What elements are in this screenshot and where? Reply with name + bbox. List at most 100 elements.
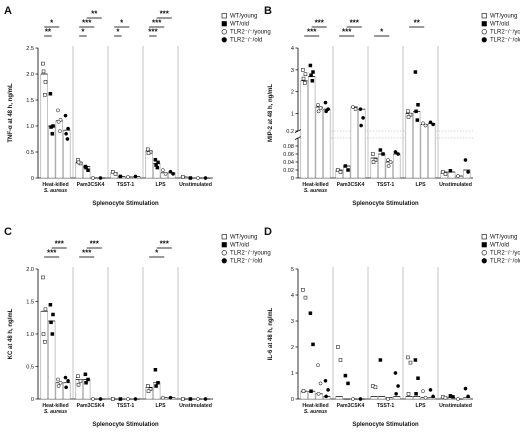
y-tick-label: 2.5	[26, 46, 34, 52]
bar	[335, 396, 343, 400]
data-point-square	[408, 360, 413, 365]
data-point-square	[309, 73, 313, 78]
bar	[370, 396, 378, 400]
data-point-square	[41, 61, 45, 66]
data-point-square	[113, 172, 118, 176]
data-point-square	[371, 152, 375, 156]
data-point-square	[338, 170, 343, 174]
x-category-label: Heat-killed	[42, 182, 68, 188]
bar	[55, 120, 63, 179]
legend-swatch-circle	[221, 258, 227, 264]
significance-label: ***	[307, 28, 317, 37]
data-point-square	[373, 385, 378, 390]
data-point-square	[188, 176, 193, 180]
bar	[358, 108, 366, 179]
data-point-circle	[351, 397, 355, 401]
data-point-square	[51, 312, 55, 317]
y-tick-label: 4	[291, 46, 294, 52]
y-tick-label: 1.0	[26, 124, 34, 130]
data-point-circle	[56, 384, 61, 388]
data-point-square	[50, 132, 55, 136]
data-point-square	[50, 332, 55, 336]
y-tick-label: 2	[291, 345, 294, 351]
data-point-square	[310, 79, 315, 83]
bar	[308, 76, 316, 179]
data-point-square	[86, 168, 90, 172]
data-point-square	[43, 93, 47, 97]
significance-label: ***	[350, 19, 360, 28]
data-point-square	[156, 381, 160, 385]
bar	[405, 396, 413, 400]
data-point-square	[378, 148, 383, 152]
data-point-circle	[196, 397, 200, 401]
data-point-circle	[323, 100, 328, 105]
data-point-circle	[358, 397, 363, 401]
data-point-square	[336, 168, 340, 172]
data-point-circle	[203, 397, 208, 401]
data-point-circle	[161, 395, 165, 400]
bar	[40, 311, 48, 400]
data-point-square	[303, 81, 307, 85]
data-point-square	[311, 70, 315, 74]
data-point-circle	[196, 176, 200, 180]
data-point-circle	[98, 397, 103, 401]
data-point-circle	[126, 397, 130, 401]
data-point-circle	[64, 131, 68, 136]
data-point-square	[146, 147, 150, 152]
data-point-square	[338, 358, 343, 362]
legend-label: WT/young	[230, 14, 257, 20]
significance-label: **	[414, 19, 421, 28]
data-point-square	[84, 165, 88, 170]
data-point-square	[41, 69, 46, 74]
data-point-square	[308, 311, 313, 315]
bar	[350, 106, 358, 179]
legend-label: TLR2⁻/⁻/old	[490, 38, 520, 44]
legend-swatch-square	[481, 242, 487, 248]
data-point-square	[406, 109, 410, 114]
data-point-square	[148, 387, 153, 391]
y-tick-label: 2.0	[26, 267, 34, 273]
data-point-circle	[456, 174, 460, 178]
data-point-square	[415, 118, 420, 122]
significance-label: **	[45, 28, 52, 37]
panel-letter: B	[264, 5, 272, 17]
significance-label: **	[91, 10, 98, 19]
x-category-label: LPS	[415, 403, 426, 409]
significance-label: *	[116, 28, 120, 37]
data-point-circle	[394, 391, 398, 396]
significance-label: ***	[55, 240, 65, 249]
significance-label: ***	[47, 249, 57, 258]
y-tick-label: 0.02	[283, 168, 294, 174]
data-point-square	[84, 381, 88, 385]
data-point-circle	[98, 176, 103, 180]
data-point-square	[43, 80, 48, 84]
bar	[343, 165, 351, 179]
panel-letter: D	[264, 226, 272, 238]
data-point-circle	[56, 119, 61, 124]
data-point-square	[181, 175, 185, 179]
data-point-circle	[323, 378, 328, 383]
data-point-circle	[351, 105, 355, 109]
x-category-label: TSST-1	[377, 182, 395, 188]
y-tick-label: 1.5	[26, 98, 34, 104]
data-point-circle	[316, 102, 320, 107]
data-point-circle	[133, 397, 138, 401]
data-point-square	[346, 168, 350, 172]
data-point-square	[336, 345, 340, 349]
data-point-square	[111, 170, 115, 174]
data-point-circle	[431, 122, 435, 127]
bar	[40, 73, 48, 179]
data-point-square	[416, 376, 420, 380]
data-point-square	[406, 115, 411, 119]
data-point-square	[86, 377, 90, 382]
data-point-square	[48, 303, 53, 307]
data-point-square	[448, 169, 453, 173]
data-point-circle	[431, 394, 435, 399]
legend-swatch-square	[221, 21, 227, 27]
bar	[323, 108, 331, 179]
data-point-circle	[428, 120, 433, 125]
data-point-circle	[171, 171, 175, 176]
bar	[428, 123, 436, 179]
data-point-circle	[386, 397, 390, 401]
